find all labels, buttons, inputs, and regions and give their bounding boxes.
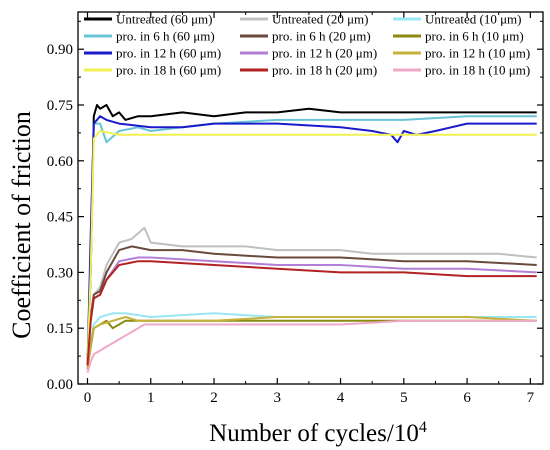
x-tick-label: 6 xyxy=(463,390,471,406)
legend-label: pro. in 18 h (10 μm) xyxy=(425,63,530,78)
x-tick-label: 1 xyxy=(147,390,155,406)
legend-label: pro. in 12 h (60 μm) xyxy=(116,46,221,61)
y-tick-label: 0.45 xyxy=(47,210,73,226)
y-tick-label: 0.90 xyxy=(47,42,73,58)
series-line xyxy=(86,130,537,366)
series-line xyxy=(86,256,537,366)
plot-frame xyxy=(77,11,544,385)
y-tick-label: 0.15 xyxy=(47,321,73,337)
y-tick-label: 0.75 xyxy=(47,98,73,114)
legend-label: pro. in 18 h (60 μm) xyxy=(116,63,221,78)
x-tick-label: 5 xyxy=(400,390,408,406)
legend-label: pro. in 18 h (20 μm) xyxy=(272,63,377,78)
series-line xyxy=(86,115,537,366)
x-tick-label: 4 xyxy=(337,390,345,406)
legend-label: pro. in 6 h (60 μm) xyxy=(116,29,215,44)
x-axis-label-superscript: 4 xyxy=(419,419,427,436)
legend-label: pro. in 12 h (10 μm) xyxy=(425,46,530,61)
legend-label: pro. in 6 h (20 μm) xyxy=(272,29,371,44)
series-line xyxy=(86,316,537,370)
series-line xyxy=(86,260,537,366)
series-line xyxy=(86,245,537,366)
x-tick-label: 3 xyxy=(274,390,282,406)
legend: Untreated (60 μm) Untreated (20 μm) Untrea… xyxy=(84,12,530,78)
x-tick-label: 2 xyxy=(210,390,218,406)
legend-label: Untreated (10 μm) xyxy=(425,12,522,27)
legend-label: pro. in 6 h (10 μm) xyxy=(425,29,524,44)
y-tick-label: 0.30 xyxy=(47,265,73,281)
legend-label: pro. in 12 h (20 μm) xyxy=(272,46,377,61)
legend-label: Untreated (20 μm) xyxy=(272,12,369,27)
series-line xyxy=(86,226,537,366)
y-tick-label: 0.00 xyxy=(47,377,73,393)
x-tick-label: 7 xyxy=(527,390,535,406)
y-tick-label: 0.60 xyxy=(47,154,73,170)
series-line xyxy=(86,319,537,370)
series-line xyxy=(86,115,537,366)
axes: 0 1 2 3 4 5 6 7 0.00 0.15 0.30 0.45 0.60 0.75 0.90 xyxy=(47,11,544,406)
x-axis-label: Number of cycles/104 xyxy=(209,419,427,447)
series-group xyxy=(86,104,537,374)
legend-label: Untreated (60 μm) xyxy=(116,12,213,27)
series-line xyxy=(86,104,537,366)
series-line xyxy=(86,319,537,374)
x-tick-label: 0 xyxy=(84,390,92,406)
y-axis-label: Coefficient of friction xyxy=(7,111,36,339)
